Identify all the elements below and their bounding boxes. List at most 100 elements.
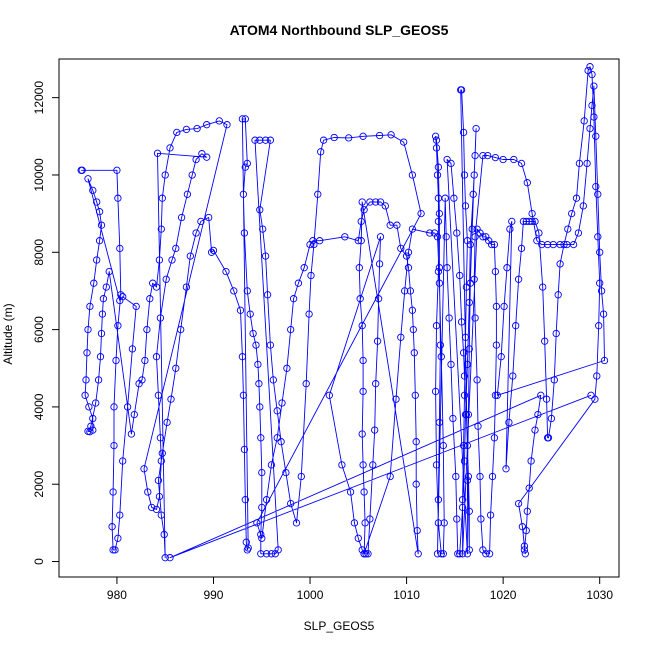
data-point: [359, 356, 367, 365]
data-point: [463, 550, 472, 558]
data-point: [492, 341, 501, 349]
data-point: [330, 133, 338, 142]
data-point: [128, 345, 137, 353]
data-point: [359, 132, 367, 140]
data-point: [277, 438, 285, 446]
data-point: [310, 240, 318, 249]
data-point: [177, 325, 185, 334]
data-point: [434, 217, 443, 226]
data-point: [588, 101, 596, 110]
data-point: [162, 275, 170, 283]
data-point: [503, 264, 511, 272]
data-point: [362, 550, 370, 558]
data-point: [432, 322, 441, 330]
data-point: [587, 391, 595, 399]
data-point: [440, 519, 448, 527]
data-point: [521, 550, 529, 558]
y-tick-label: 8000: [32, 239, 46, 266]
data-point: [584, 66, 592, 75]
data-point: [392, 395, 400, 403]
data-point: [364, 550, 372, 558]
data-point: [541, 337, 549, 345]
data-point: [297, 472, 305, 481]
data-point: [437, 353, 445, 361]
data-point: [542, 395, 551, 403]
data-point: [262, 550, 271, 558]
data-point: [157, 225, 165, 233]
data-point: [166, 554, 174, 562]
data-point: [453, 229, 461, 237]
data-point: [579, 202, 587, 210]
data-point: [554, 291, 562, 299]
x-axis: 980 990 1000 1010 1020 1030: [107, 577, 613, 602]
data-point: [574, 229, 583, 237]
data-point: [523, 179, 531, 187]
data-point: [236, 306, 245, 314]
data-point: [203, 121, 211, 129]
data-point: [544, 434, 553, 442]
series-layer: [77, 63, 609, 562]
data-point: [307, 271, 315, 280]
data-point: [572, 194, 581, 202]
data-point: [433, 171, 442, 179]
data-point: [140, 465, 148, 473]
data-point: [520, 546, 529, 554]
data-point: [258, 503, 266, 512]
data-point: [590, 82, 598, 90]
data-point: [356, 295, 364, 303]
data-point: [408, 306, 417, 314]
data-point: [188, 171, 196, 179]
data-point: [401, 287, 409, 295]
y-axis-label: Altitude (m): [1, 303, 15, 364]
data-point: [499, 155, 507, 164]
data-point: [109, 546, 117, 554]
data-point: [436, 341, 445, 349]
data-point: [111, 546, 119, 554]
data-point: [251, 136, 259, 144]
data-point: [186, 252, 194, 260]
data-point: [360, 550, 368, 558]
data-point: [127, 430, 136, 438]
data-point: [486, 511, 495, 519]
y-tick-label: 0: [32, 558, 46, 565]
data-point: [375, 131, 384, 140]
data-point: [257, 530, 265, 539]
data-point: [569, 240, 578, 249]
data-point: [182, 125, 191, 134]
y-tick-label: 2000: [32, 471, 46, 498]
data-point: [402, 252, 411, 260]
data-point: [505, 418, 513, 427]
data-point: [443, 264, 451, 272]
data-point: [243, 159, 251, 168]
data-point: [459, 349, 468, 357]
data-point: [117, 291, 125, 299]
data-point: [157, 457, 165, 465]
data-point: [531, 426, 539, 434]
chart-title: ATOM4 Northbound SLP_GEOS5: [230, 22, 449, 38]
data-point: [198, 150, 206, 158]
data-point: [215, 117, 223, 125]
data-point: [358, 430, 366, 438]
data-point: [192, 155, 200, 164]
data-point: [143, 325, 151, 334]
data-point: [404, 264, 413, 272]
data-point: [359, 387, 367, 396]
data-point: [439, 550, 447, 558]
data-point: [447, 360, 455, 369]
data-point: [239, 391, 248, 399]
data-point: [168, 256, 176, 264]
data-point: [442, 233, 450, 241]
data-point: [302, 380, 310, 388]
data-point: [203, 153, 211, 161]
data-point: [192, 229, 200, 237]
data-point: [556, 260, 564, 268]
data-point: [458, 550, 467, 558]
data-point: [433, 233, 442, 241]
data-point: [144, 488, 152, 496]
data-point: [552, 329, 560, 338]
data-point: [592, 132, 600, 140]
data-point: [431, 132, 440, 140]
data-point: [158, 449, 166, 457]
data-point: [461, 333, 470, 341]
data-point: [514, 499, 523, 508]
